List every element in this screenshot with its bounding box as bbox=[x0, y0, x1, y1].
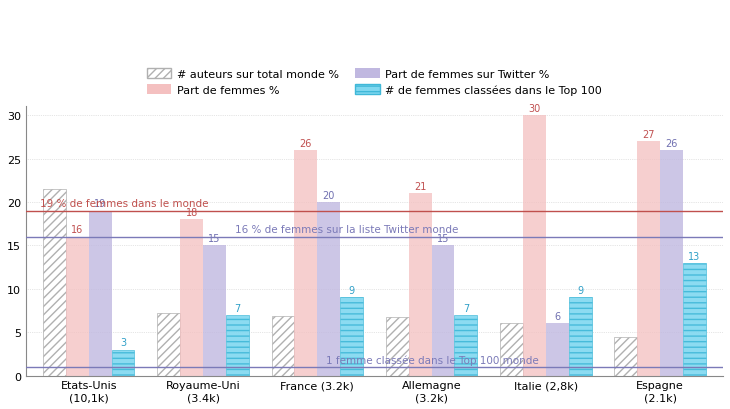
Bar bbox=[409, 194, 431, 376]
Bar bbox=[158, 313, 180, 376]
Bar bbox=[272, 316, 294, 376]
Bar bbox=[500, 324, 523, 376]
Text: 26: 26 bbox=[300, 138, 312, 148]
Bar bbox=[523, 116, 546, 376]
Bar bbox=[66, 237, 89, 376]
Text: 20: 20 bbox=[323, 190, 335, 200]
Bar bbox=[112, 350, 134, 376]
Text: 19: 19 bbox=[94, 199, 107, 209]
Text: 9: 9 bbox=[577, 285, 583, 296]
Text: 7: 7 bbox=[463, 303, 469, 313]
Text: 21: 21 bbox=[414, 182, 426, 191]
Text: 3: 3 bbox=[120, 337, 126, 348]
Bar bbox=[43, 189, 66, 376]
Bar bbox=[318, 202, 340, 376]
Bar bbox=[683, 263, 706, 376]
Legend: # auteurs sur total monde %, Part de femmes %, Part de femmes sur Twitter %, # d: # auteurs sur total monde %, Part de fem… bbox=[142, 64, 607, 100]
Text: 9: 9 bbox=[348, 285, 355, 296]
Bar bbox=[569, 298, 591, 376]
Text: 26: 26 bbox=[666, 138, 678, 148]
Bar bbox=[203, 246, 226, 376]
Bar bbox=[546, 324, 569, 376]
Bar bbox=[431, 246, 455, 376]
Text: 30: 30 bbox=[529, 103, 541, 114]
Text: 19 % de femmes dans le monde: 19 % de femmes dans le monde bbox=[40, 198, 208, 208]
Text: 15: 15 bbox=[437, 234, 449, 244]
Bar bbox=[615, 337, 637, 376]
Text: 16: 16 bbox=[72, 225, 83, 235]
Text: 1 femme classée dans le Top 100 monde: 1 femme classée dans le Top 100 monde bbox=[326, 355, 539, 365]
Text: 6: 6 bbox=[554, 312, 561, 321]
Bar bbox=[294, 151, 318, 376]
Text: 15: 15 bbox=[208, 234, 220, 244]
Bar bbox=[455, 315, 477, 376]
Bar bbox=[660, 151, 683, 376]
Text: 18: 18 bbox=[185, 208, 198, 218]
Bar bbox=[637, 142, 660, 376]
Bar bbox=[89, 211, 112, 376]
Text: 7: 7 bbox=[234, 303, 240, 313]
Bar bbox=[340, 298, 363, 376]
Bar bbox=[180, 220, 203, 376]
Bar bbox=[226, 315, 249, 376]
Text: 27: 27 bbox=[642, 130, 655, 139]
Text: 16 % de femmes sur la liste Twitter monde: 16 % de femmes sur la liste Twitter mond… bbox=[235, 224, 458, 234]
Bar bbox=[386, 317, 409, 376]
Text: 13: 13 bbox=[688, 251, 701, 261]
